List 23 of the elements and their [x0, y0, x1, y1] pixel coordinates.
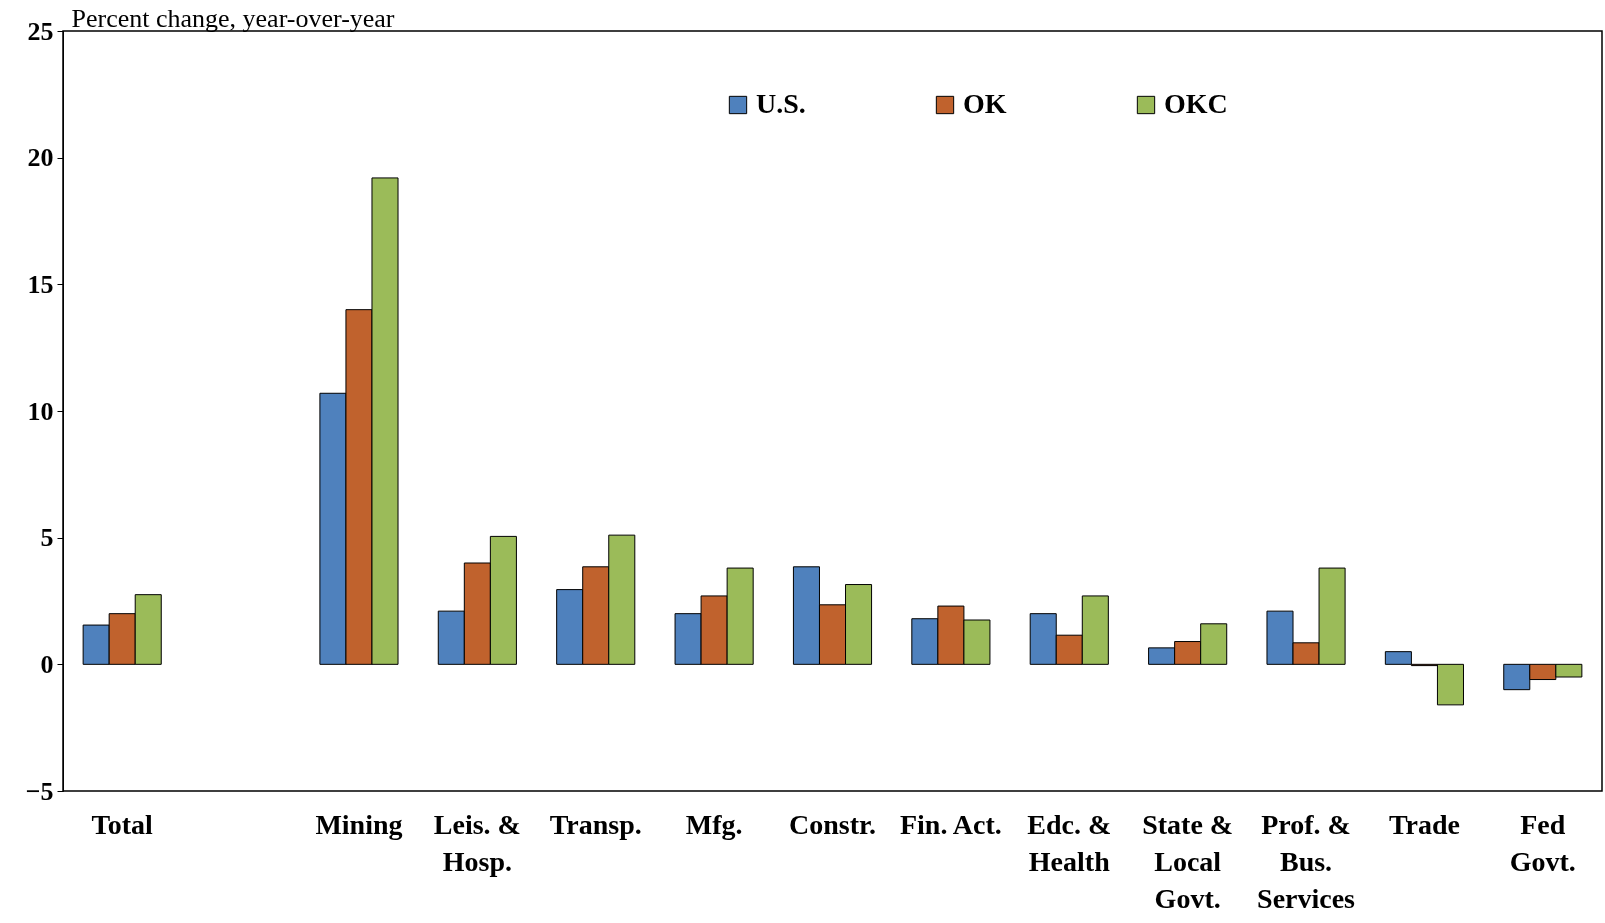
x-tick-label: Transp. — [549, 808, 642, 840]
y-tick-label: 20 — [27, 143, 54, 173]
y-tick-label: 15 — [27, 269, 54, 299]
y-tick-label: 0 — [40, 649, 54, 679]
y-tick-label: 5 — [40, 523, 54, 553]
x-tick-label: Fin. Act. — [899, 808, 1002, 840]
y-tick-label: −5 — [25, 776, 54, 806]
x-tick-label: Mining — [315, 808, 403, 840]
x-tick-label: Trade — [1388, 808, 1460, 840]
x-tick-label: Total — [91, 808, 154, 840]
x-tick-label: State & Local Govt. — [1142, 808, 1234, 914]
legend-label: OKC — [1164, 88, 1228, 119]
x-tick-label: Leis. & Hosp. — [433, 808, 521, 877]
x-tick-label: Constr. — [789, 808, 876, 840]
y-axis-title: Percent change, year-over-year — [71, 3, 395, 33]
legend-label: U.S. — [756, 88, 806, 119]
x-tick-label: Prof. & Bus. Services — [1257, 808, 1356, 914]
y-tick-label: 25 — [27, 16, 54, 46]
x-tick-label: Edc. & Health — [1027, 808, 1112, 877]
y-tick-label: 10 — [27, 396, 54, 426]
x-tick-label: Fed Govt. — [1509, 808, 1576, 877]
legend-label: OK — [963, 88, 1007, 119]
x-tick-label: Mfg. — [685, 808, 743, 840]
